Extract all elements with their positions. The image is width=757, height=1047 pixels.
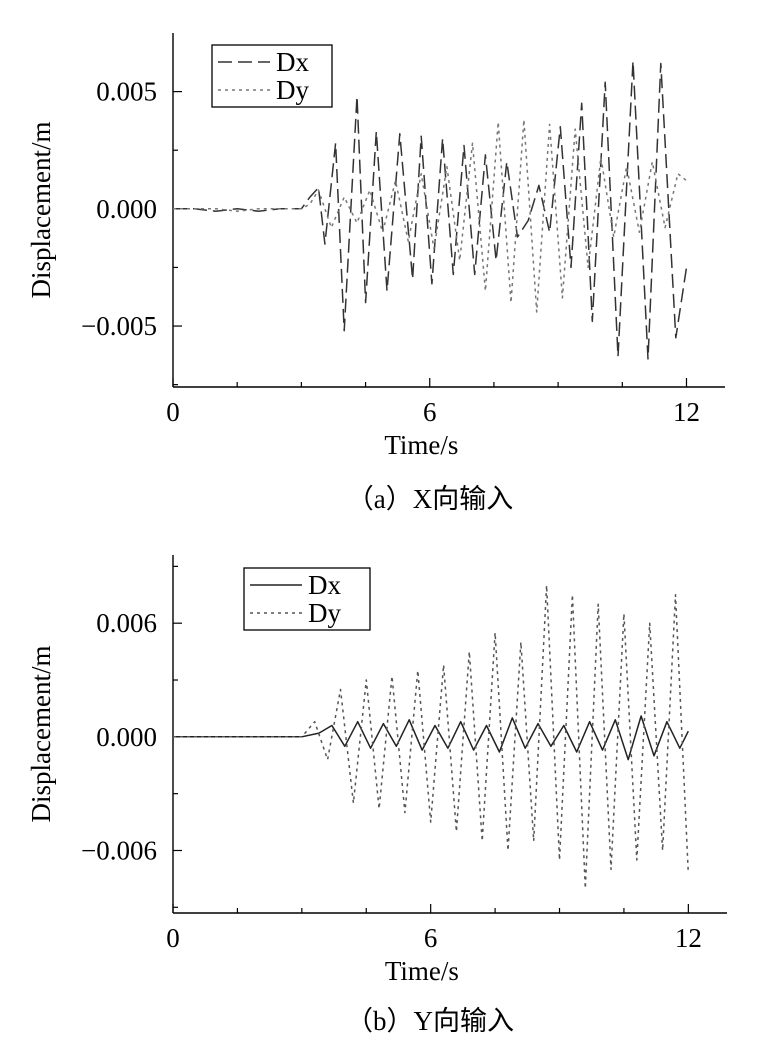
- y-tick-label: 0.006: [96, 608, 157, 638]
- chart-panel-2: 0 6 12 0.006 0.000 −0.006 Time/s Displacement/m…: [26, 555, 727, 1036]
- x-tick-label: 12: [673, 397, 700, 427]
- y-tick-label: 0.005: [96, 77, 157, 107]
- series-line-dy: [173, 118, 687, 313]
- x-axis-title: Time/s: [384, 430, 458, 460]
- y-tick-label: 0.000: [96, 194, 157, 224]
- legend-label-dy: Dy: [308, 598, 341, 628]
- x-tick-label: 6: [424, 923, 438, 953]
- legend-box: [211, 44, 333, 108]
- figure-caption: （a）X向输入: [347, 484, 513, 514]
- x-tick-label: 12: [675, 923, 702, 953]
- y-axis-title: Displacement/m: [26, 122, 56, 299]
- x-tick-label: 0: [166, 397, 180, 427]
- figure-caption: （b）Y向输入: [346, 1006, 514, 1036]
- chart-panel-1: 0 6 12 0.005 0.000 −0.005 Time/s Displacement/m…: [26, 33, 725, 514]
- series-line-dx: [173, 715, 689, 761]
- legend-label-dx: Dx: [276, 47, 309, 77]
- legend-label-dx: Dx: [308, 570, 341, 600]
- x-tick-label: 6: [423, 397, 437, 427]
- series-line-dy: [173, 584, 690, 890]
- y-tick-label: −0.006: [81, 835, 157, 865]
- y-axis-title: Displacement/m: [26, 646, 56, 823]
- x-tick-label: 0: [166, 923, 180, 953]
- x-axis-title: Time/s: [385, 956, 459, 986]
- y-tick-label: 0.000: [96, 722, 157, 752]
- y-tick-label: −0.005: [81, 311, 157, 341]
- series-line-dx: [173, 60, 688, 360]
- legend-box: [243, 567, 371, 631]
- legend-label-dy: Dy: [276, 75, 309, 105]
